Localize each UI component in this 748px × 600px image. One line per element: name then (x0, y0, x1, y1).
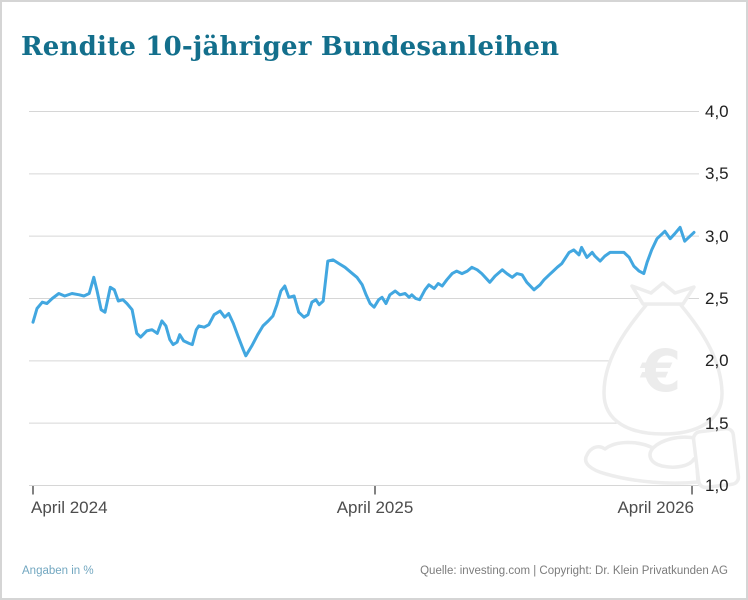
y-axis-label: 2,0 (705, 351, 729, 370)
gridlines (29, 111, 699, 486)
chart-title: Rendite 10-jähriger Bundesanleihen (21, 32, 560, 62)
yield-series-line (31, 225, 696, 358)
x-axis-label: April 2025 (336, 498, 414, 517)
y-axis-label: 2,5 (705, 289, 729, 308)
money-bag-body (602, 302, 724, 436)
y-axis-label: 3,0 (705, 227, 729, 246)
y-axis-label: 1,0 (705, 476, 729, 495)
money-bag-tie (630, 281, 696, 306)
y-axis-label: 3,5 (705, 164, 729, 183)
euro-symbol-icon: € (639, 337, 681, 405)
finger-line (648, 446, 696, 469)
x-axis-ticks (32, 486, 693, 495)
sleeve-cuff (691, 426, 741, 490)
source-copyright: Quelle: investing.com | Copyright: Dr. K… (420, 565, 728, 577)
y-axis-label: 1,5 (705, 414, 729, 433)
x-axis-label: April 2026 (617, 498, 694, 517)
y-axis-label: 4,0 (705, 102, 729, 121)
unit-note: Angaben in % (22, 565, 94, 577)
money-bag-watermark: € (584, 281, 741, 490)
x-axis-label: April 2024 (31, 498, 108, 517)
open-hand-icon (584, 435, 700, 485)
